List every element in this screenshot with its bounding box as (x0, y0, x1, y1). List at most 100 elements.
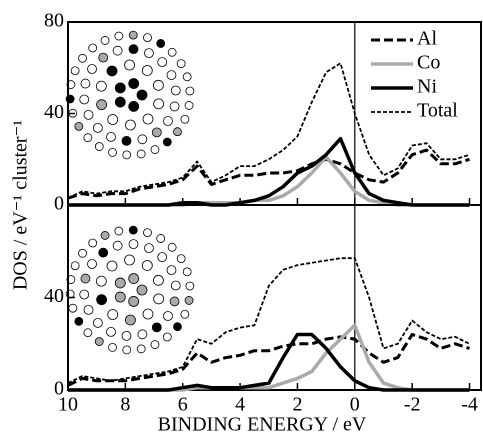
atom (128, 239, 139, 250)
atom (96, 294, 108, 306)
atom (182, 72, 192, 82)
atom (182, 267, 192, 277)
atom (112, 45, 123, 56)
y-tick-label: 80 (44, 10, 64, 32)
y-tick-label: 0 (54, 193, 64, 215)
y-tick-label: 40 (44, 285, 64, 307)
atom (78, 248, 87, 258)
atom (96, 99, 108, 111)
atom (78, 53, 87, 63)
atom (114, 291, 126, 303)
atom (106, 131, 116, 142)
series-line (67, 257, 470, 384)
atom (163, 116, 173, 126)
atom (152, 274, 164, 286)
atom (87, 64, 97, 74)
atom (184, 101, 194, 110)
atom (143, 33, 152, 43)
x-tick-label: 4 (235, 394, 245, 416)
atom (94, 337, 104, 346)
atom (124, 59, 135, 71)
atom (136, 344, 146, 354)
atom (88, 43, 98, 53)
atom (137, 329, 148, 340)
atom (157, 57, 168, 68)
atom (141, 65, 153, 76)
atom (121, 330, 132, 341)
atom (106, 65, 118, 77)
atom (153, 293, 165, 305)
atom (144, 243, 154, 254)
atom (128, 273, 140, 284)
atom (185, 86, 195, 96)
atom (170, 280, 181, 291)
atom (114, 31, 124, 41)
atom (114, 226, 124, 236)
atom (124, 254, 135, 266)
atom (98, 52, 109, 63)
y-tick-label: 0 (54, 378, 64, 400)
atom (167, 242, 177, 252)
atom (83, 304, 94, 315)
series-line (68, 155, 470, 207)
atom (166, 265, 177, 276)
atom (173, 127, 182, 137)
atom (106, 326, 116, 337)
atom (167, 47, 177, 57)
series-line (67, 148, 470, 200)
atom (80, 78, 91, 89)
atom (170, 85, 181, 96)
atom (94, 142, 104, 151)
atom (128, 44, 139, 55)
atom (153, 98, 165, 110)
atom (150, 145, 160, 154)
atom (152, 79, 164, 91)
x-axis-label: BINDING ENERGY / eV (158, 414, 367, 436)
atom (128, 296, 140, 307)
atom (151, 322, 162, 333)
atom (107, 114, 119, 125)
atom (176, 254, 186, 264)
atom (74, 121, 84, 131)
atom (74, 316, 84, 326)
atom (184, 296, 194, 305)
atom (70, 261, 80, 271)
y-axis-label: DOS / eV⁻¹ cluster⁻¹ (10, 120, 32, 290)
atom (114, 96, 126, 108)
atom (125, 119, 136, 131)
atom (122, 345, 132, 355)
atom (95, 275, 107, 287)
atom (107, 309, 119, 320)
atom (162, 137, 172, 147)
atom (169, 101, 180, 112)
atom (114, 277, 126, 289)
atom (136, 284, 148, 296)
atom (150, 340, 160, 349)
legend-label: Ni (417, 76, 437, 98)
atom (112, 240, 123, 251)
atom (98, 247, 109, 258)
atom (173, 322, 182, 332)
atom (163, 311, 173, 321)
atom (169, 296, 180, 307)
atom (166, 70, 177, 81)
atom (106, 260, 118, 272)
atom (142, 113, 154, 125)
atom (88, 238, 98, 248)
atom (162, 332, 172, 342)
atom (180, 114, 190, 124)
x-tick-label: 10 (58, 394, 78, 416)
atom (92, 317, 103, 328)
atom (121, 135, 132, 146)
atom (128, 30, 138, 40)
x-tick-label: 8 (120, 394, 130, 416)
atom (185, 281, 195, 291)
x-tick-label: -2 (404, 394, 421, 416)
atom (100, 231, 110, 240)
atom (176, 59, 186, 69)
atom (180, 309, 190, 319)
legend-label: Total (417, 100, 458, 122)
atom (80, 273, 91, 284)
atom (157, 252, 168, 263)
atom (136, 149, 146, 159)
